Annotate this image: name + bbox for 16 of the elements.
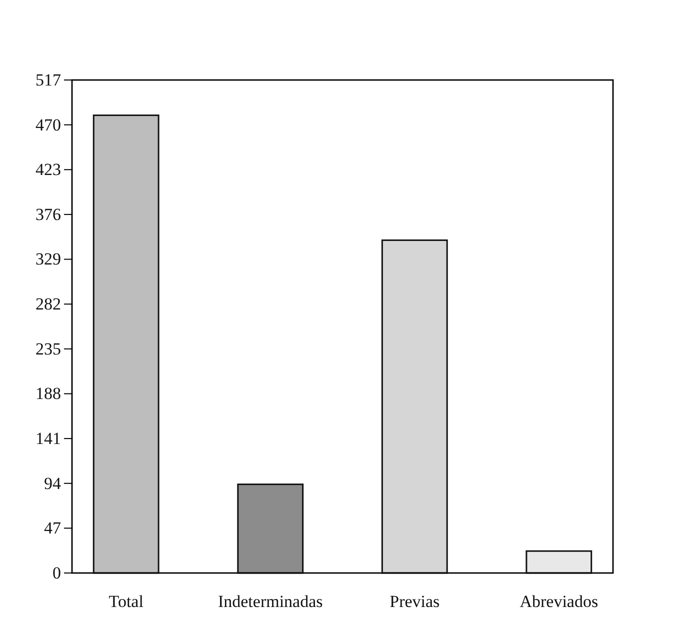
y-tick-label: 376 [36, 204, 61, 224]
y-tick-label: 470 [36, 115, 61, 134]
x-tick-label: Abreviados [520, 592, 598, 612]
y-tick-label: 282 [36, 294, 61, 314]
y-tick-label: 141 [36, 428, 61, 448]
x-tick-label: Indeterminadas [218, 592, 323, 612]
y-tick-label: 0 [52, 563, 61, 582]
y-tick-label: 517 [36, 70, 62, 90]
y-tick-label: 235 [36, 339, 61, 358]
x-tick-label: Previas [390, 592, 440, 612]
y-tick-label: 329 [36, 250, 61, 269]
y-tick-label: 188 [36, 384, 61, 404]
y-tick-label: 47 [44, 518, 62, 538]
y-tick-label: 94 [44, 474, 62, 493]
y-tick-label: 423 [36, 160, 61, 180]
x-tick-label: Total [108, 592, 144, 612]
